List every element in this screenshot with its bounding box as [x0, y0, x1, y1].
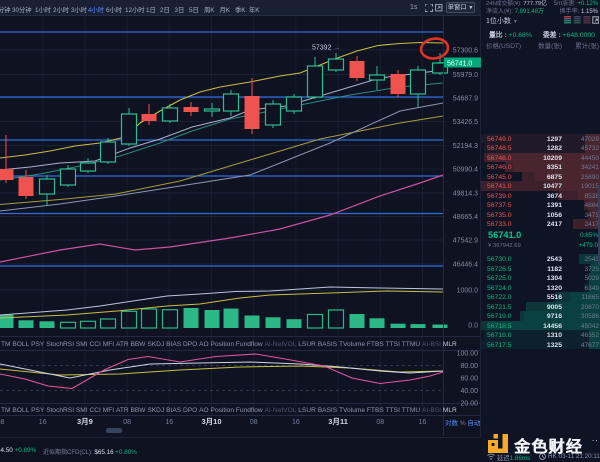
svg-text:47542.9: 47542.9 [453, 238, 478, 245]
svg-text:08: 08 [376, 419, 384, 426]
svg-text:3月10: 3月10 [201, 417, 221, 426]
svg-text:对数 % 自动: 对数 % 自动 [445, 418, 481, 427]
svg-text:0.0: 0.0 [468, 323, 478, 330]
svg-text:1000.0: 1000.0 [457, 288, 479, 295]
svg-text:3月9: 3月9 [77, 417, 93, 426]
svg-text:16: 16 [292, 419, 300, 426]
svg-text:56741.0: 56741.0 [447, 60, 472, 67]
svg-text:08: 08 [250, 419, 258, 426]
svg-text:16: 16 [39, 419, 47, 426]
svg-text:100.00: 100.00 [457, 351, 479, 358]
svg-text:54687.9: 54687.9 [453, 96, 478, 103]
svg-text:49814.3: 49814.3 [453, 191, 478, 198]
svg-text:40.00: 40.00 [460, 388, 478, 395]
svg-text:16: 16 [419, 419, 427, 426]
svg-text:53426.5: 53426.5 [453, 119, 478, 126]
svg-text:60.00: 60.00 [460, 376, 478, 383]
svg-text:48665.4: 48665.4 [453, 214, 478, 221]
svg-text:57300.6: 57300.6 [453, 48, 478, 55]
svg-text:46446.4: 46446.4 [453, 262, 478, 269]
svg-text:55979.0: 55979.0 [453, 72, 478, 79]
svg-text:52194.3: 52194.3 [453, 143, 478, 150]
svg-text:80.00: 80.00 [460, 363, 478, 370]
svg-text:08: 08 [0, 419, 4, 426]
svg-text:20.00: 20.00 [460, 401, 478, 408]
svg-text:08: 08 [123, 419, 131, 426]
svg-text:50990.4: 50990.4 [453, 167, 478, 174]
svg-text:57392 →: 57392 → [312, 45, 340, 52]
svg-text:3月11: 3月11 [328, 417, 348, 426]
svg-text:16: 16 [165, 419, 173, 426]
